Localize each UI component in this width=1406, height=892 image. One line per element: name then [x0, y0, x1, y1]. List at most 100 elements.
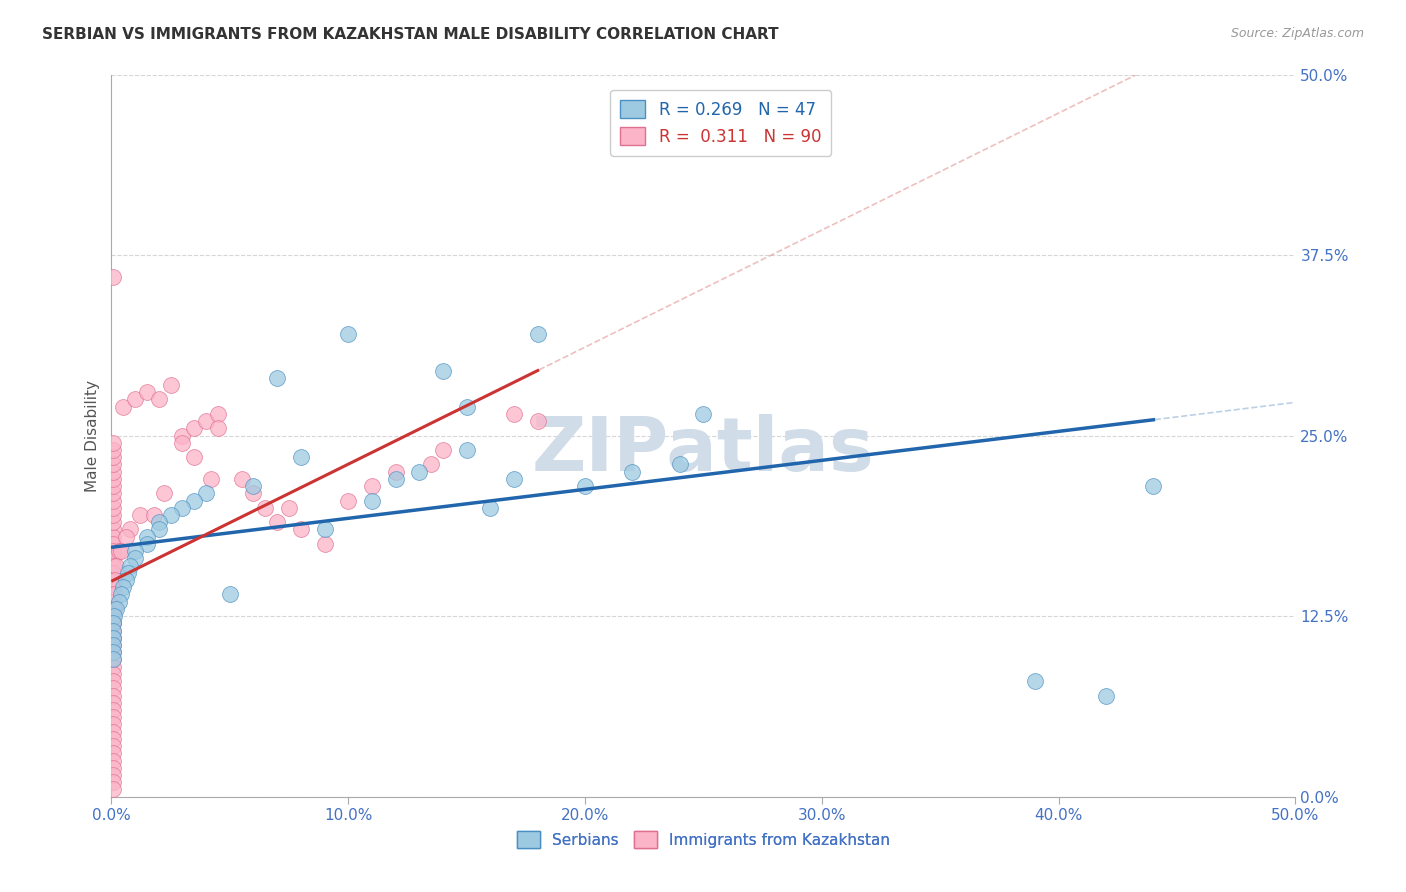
- Point: [101, 696, 124, 710]
- Point: [101, 472, 124, 486]
- Point: [114, 530, 136, 544]
- Point: [101, 652, 124, 666]
- Point: [503, 407, 526, 421]
- Point: [110, 587, 132, 601]
- Point: [432, 363, 454, 377]
- Point: [101, 479, 124, 493]
- Point: [290, 450, 312, 465]
- Point: [361, 479, 384, 493]
- Point: [101, 659, 124, 673]
- Point: [143, 508, 166, 522]
- Point: [159, 378, 181, 392]
- Point: [101, 602, 124, 616]
- Point: [101, 667, 124, 681]
- Point: [120, 558, 142, 573]
- Point: [195, 414, 218, 428]
- Point: [101, 674, 124, 689]
- Point: [101, 558, 124, 573]
- Legend: Serbians, Immigrants from Kazakhstan: Serbians, Immigrants from Kazakhstan: [510, 825, 896, 854]
- Point: [1095, 689, 1118, 703]
- Point: [314, 537, 336, 551]
- Point: [112, 580, 135, 594]
- Point: [101, 681, 124, 696]
- Point: [101, 616, 124, 631]
- Point: [254, 500, 277, 515]
- Point: [136, 385, 159, 400]
- Point: [172, 435, 194, 450]
- Point: [314, 523, 336, 537]
- Point: [183, 421, 205, 435]
- Point: [384, 472, 406, 486]
- Point: [152, 486, 174, 500]
- Point: [101, 508, 124, 522]
- Point: [101, 710, 124, 724]
- Point: [1024, 674, 1046, 689]
- Point: [101, 703, 124, 717]
- Point: [124, 551, 146, 566]
- Point: [101, 616, 124, 631]
- Point: [101, 523, 124, 537]
- Point: [101, 435, 124, 450]
- Point: [101, 465, 124, 479]
- Point: [479, 500, 502, 515]
- Point: [432, 443, 454, 458]
- Point: [136, 530, 159, 544]
- Point: [148, 523, 170, 537]
- Point: [207, 421, 229, 435]
- Point: [148, 515, 170, 529]
- Point: [218, 587, 240, 601]
- Point: [101, 530, 124, 544]
- Point: [172, 500, 194, 515]
- Point: [101, 486, 124, 500]
- Point: [503, 472, 526, 486]
- Point: [101, 537, 124, 551]
- Point: [101, 609, 124, 624]
- Point: [110, 544, 132, 558]
- Point: [574, 479, 596, 493]
- Point: [101, 573, 124, 587]
- Point: [101, 652, 124, 666]
- Point: [290, 523, 312, 537]
- Point: [526, 414, 548, 428]
- Point: [692, 407, 714, 421]
- Point: [103, 602, 125, 616]
- Point: [456, 400, 478, 414]
- Text: ZIPatlas: ZIPatlas: [531, 414, 875, 486]
- Point: [107, 544, 129, 558]
- Point: [266, 515, 288, 529]
- Point: [101, 443, 124, 458]
- Point: [101, 775, 124, 789]
- Point: [105, 602, 128, 616]
- Point: [183, 450, 205, 465]
- Point: [278, 500, 301, 515]
- Point: [101, 645, 124, 659]
- Point: [103, 609, 125, 624]
- Point: [101, 724, 124, 739]
- Point: [456, 443, 478, 458]
- Point: [200, 472, 222, 486]
- Point: [101, 761, 124, 775]
- Point: [101, 638, 124, 652]
- Point: [101, 754, 124, 768]
- Point: [101, 782, 124, 797]
- Point: [361, 493, 384, 508]
- Point: [101, 624, 124, 638]
- Point: [101, 269, 124, 284]
- Point: [526, 327, 548, 342]
- Point: [266, 371, 288, 385]
- Point: [101, 768, 124, 782]
- Point: [101, 587, 124, 601]
- Point: [148, 392, 170, 407]
- Point: [101, 747, 124, 761]
- Point: [107, 595, 129, 609]
- Point: [104, 573, 127, 587]
- Point: [101, 638, 124, 652]
- Point: [103, 616, 125, 631]
- Point: [124, 544, 146, 558]
- Point: [183, 493, 205, 508]
- Point: [101, 731, 124, 746]
- Point: [101, 458, 124, 472]
- Point: [101, 739, 124, 753]
- Point: [105, 558, 128, 573]
- Point: [101, 645, 124, 659]
